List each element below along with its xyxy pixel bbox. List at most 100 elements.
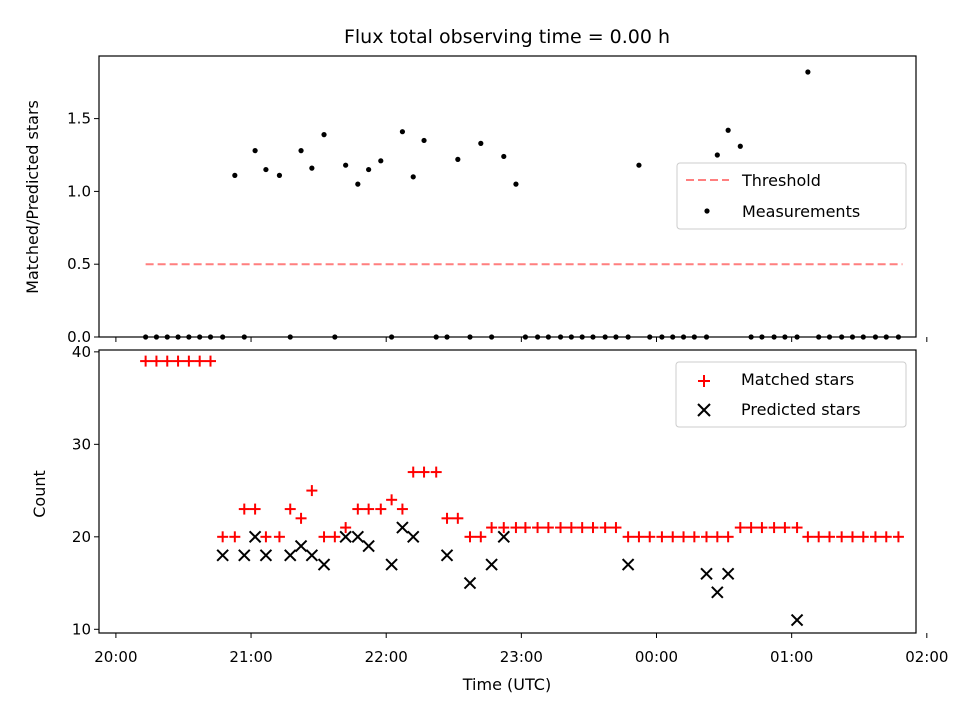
bottom-x-axis: 20:00 21:00 22:00 23:00 00:00 01:00 02:00 (94, 633, 948, 666)
matched-star-marker (869, 531, 881, 543)
matched-star-marker (836, 531, 848, 543)
matched-star-marker (768, 522, 780, 534)
bottom-plot-marks (140, 355, 904, 627)
top-y-axis-label: Matched/Predicted stars (23, 100, 42, 294)
matched-star-marker (140, 355, 152, 367)
measurement-point (276, 172, 283, 178)
top-plot-frame (98, 55, 917, 338)
matched-star-marker (407, 466, 419, 478)
predicted-star-marker (463, 576, 477, 590)
predicted-star-marker (339, 530, 352, 544)
top-y-axis: 0.0 0.5 1.0 1.5 (67, 110, 99, 346)
predicted-star-stroke-b (259, 549, 273, 562)
measurement-point (263, 166, 269, 173)
matched-star-marker (205, 355, 217, 367)
measurement-point (421, 137, 427, 144)
chart-title: Flux total observing time = 0.00 h (344, 26, 670, 48)
predicted-star-marker (284, 549, 297, 562)
measurement-point (805, 69, 811, 75)
matched-star-marker (396, 503, 408, 515)
bottom-plot-frame (98, 349, 917, 634)
predicted-star-stroke-b (216, 549, 229, 562)
predicted-star-marker (216, 549, 229, 562)
matched-star-marker (194, 355, 206, 367)
top-y-tick-label: 0.0 (67, 328, 91, 346)
measurement-point (366, 166, 372, 173)
measurement-point (737, 143, 743, 149)
measurement-point (714, 152, 720, 158)
matched-star-marker (475, 531, 487, 543)
measurement-point (298, 148, 304, 154)
legend-threshold-label: Threshold (741, 171, 821, 190)
predicted-star-marker (497, 530, 510, 544)
matched-star-marker (418, 466, 430, 478)
matched-star-marker (745, 522, 757, 534)
predicted-star-marker (485, 558, 498, 571)
top-legend-box (676, 162, 907, 230)
predicted-star-stroke-b (721, 567, 735, 581)
matched-star-marker (229, 531, 241, 543)
predicted-star-stroke-b (396, 521, 409, 534)
matched-star-marker (161, 355, 173, 367)
bottom-x-tick-label: 21:00 (229, 648, 272, 666)
predicted-star-marker (396, 521, 409, 534)
matched-star-marker (678, 531, 690, 543)
predicted-star-stroke-b (284, 549, 297, 562)
matched-star-marker (498, 522, 510, 534)
matched-star-marker (576, 522, 588, 534)
predicted-star-marker (317, 558, 331, 571)
predicted-star-stroke-b (711, 586, 724, 599)
measurement-point (232, 172, 238, 178)
matched-star-marker (238, 503, 250, 515)
bottom-y-axis: 10 20 30 40 (72, 343, 99, 638)
bottom-x-tick-label: 00:00 (635, 648, 678, 666)
bottom-legend: Matched stars Predicted stars (675, 361, 907, 428)
predicted-star-stroke-b (463, 576, 477, 590)
bottom-x-tick-label: 01:00 (770, 648, 813, 666)
matched-star-marker (779, 522, 791, 534)
matched-star-marker (722, 531, 734, 543)
predicted-star-marker (700, 567, 713, 581)
matched-star-marker (452, 512, 464, 524)
predicted-star-stroke-b (440, 549, 454, 562)
matched-star-marker (329, 531, 341, 543)
bottom-y-tick-label: 20 (72, 528, 91, 546)
bottom-x-tick-label: 02:00 (905, 648, 948, 666)
matched-star-marker (430, 466, 442, 478)
matched-star-marker (599, 522, 611, 534)
measurement-point (410, 174, 416, 180)
bottom-x-tick-label: 23:00 (500, 648, 543, 666)
matched-star-marker (688, 531, 700, 543)
measurement-point (725, 127, 731, 133)
matched-star-marker (857, 531, 869, 543)
matched-star-marker (644, 531, 656, 543)
measurement-point (455, 156, 461, 162)
bottom-y-tick-label: 10 (72, 620, 91, 638)
measurement-point (636, 162, 642, 168)
measurement-point (321, 132, 327, 138)
bottom-legend-box (675, 361, 907, 428)
predicted-star-marker (385, 558, 398, 571)
predicted-star-stroke-b (621, 558, 635, 571)
predicted-star-stroke-b (339, 530, 352, 544)
legend-measurements-swatch (704, 208, 710, 214)
matched-star-marker (519, 522, 531, 534)
predicted-star-stroke-b (385, 558, 398, 571)
measurement-point (378, 158, 384, 164)
bottom-y-tick-label: 40 (72, 343, 91, 361)
matched-star-marker (656, 531, 668, 543)
matched-star-marker (565, 522, 577, 534)
matched-star-marker (464, 531, 476, 543)
legend-matched-swatch (698, 375, 710, 387)
matched-star-marker (273, 531, 285, 543)
predicted-star-marker (248, 530, 262, 544)
matched-star-marker (150, 355, 162, 367)
predicted-star-stroke-b (485, 558, 498, 571)
measurement-point (501, 153, 507, 160)
predicted-star-stroke-b (700, 567, 713, 581)
matched-star-marker (363, 503, 375, 515)
matched-star-marker (183, 355, 195, 367)
measurement-point (513, 181, 519, 187)
predicted-star-marker (711, 586, 724, 599)
